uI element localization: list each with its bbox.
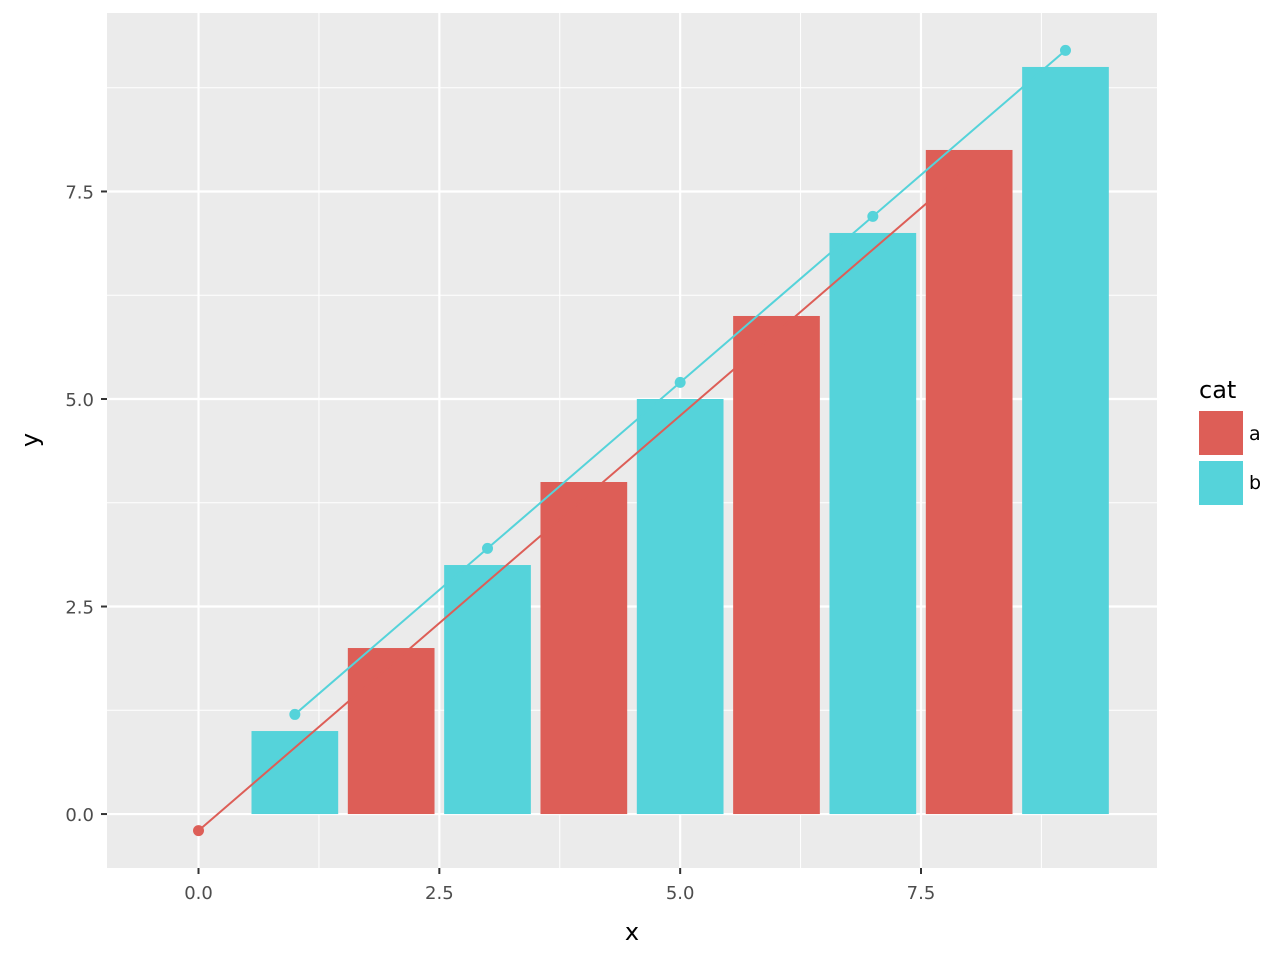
legend-label-b: b [1249, 472, 1261, 494]
y-axis-title: y [16, 433, 44, 447]
y-tick-label: 0.0 [65, 805, 94, 826]
x-tick-label: 2.5 [425, 883, 454, 904]
bar-b-x3 [444, 565, 531, 815]
x-tick-label: 5.0 [666, 883, 695, 904]
point-b-x7 [867, 210, 879, 222]
x-tick-label: 0.0 [184, 883, 213, 904]
legend-label-a: a [1249, 423, 1261, 445]
point-b-x9 [1059, 44, 1071, 56]
y-tick-label: 7.5 [65, 182, 94, 203]
legend-key-a [1199, 411, 1243, 455]
x-axis-title: x [625, 918, 639, 946]
x-tick-label: 7.5 [907, 883, 936, 904]
point-b-x3 [482, 542, 494, 554]
series-points [193, 44, 1071, 837]
y-tick-label: 2.5 [65, 598, 94, 619]
legend-key-b [1199, 461, 1243, 505]
point-a-x0 [193, 825, 205, 837]
legend: cat a b [1199, 376, 1261, 505]
bar-b-x9 [1022, 66, 1109, 815]
bar-a-x8 [925, 149, 1013, 815]
bar-b-x5 [636, 398, 724, 815]
legend-title: cat [1199, 376, 1236, 404]
y-axis: 0.0 2.5 5.0 7.5 [65, 182, 107, 826]
point-b-x1 [289, 708, 301, 720]
bar-a-x4 [540, 482, 628, 815]
x-axis: 0.0 2.5 5.0 7.5 [184, 868, 935, 904]
bar-a-x6 [733, 315, 820, 815]
y-tick-label: 5.0 [65, 390, 94, 411]
bar-b-x7 [829, 232, 917, 815]
bar-a-x2 [347, 648, 435, 815]
point-b-x5 [674, 376, 686, 388]
line-a [197, 165, 970, 832]
bars [251, 66, 1109, 815]
